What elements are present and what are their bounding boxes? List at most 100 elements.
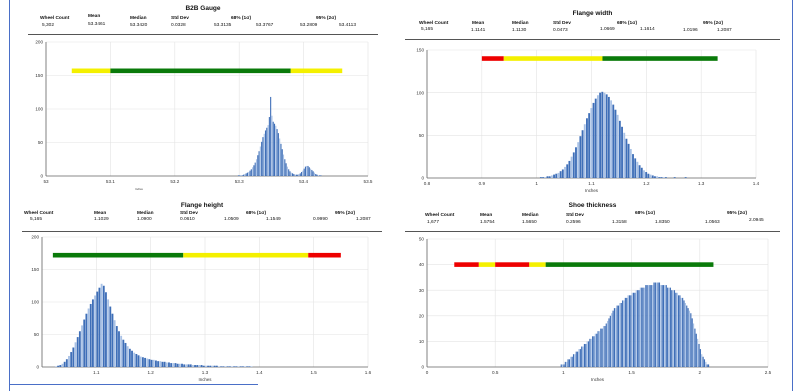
chart-title: Shoe thickness — [568, 202, 617, 209]
histogram-bar — [277, 133, 279, 176]
histogram-bar — [645, 172, 648, 178]
stat-header-median: Median — [130, 16, 147, 21]
x-axis-label: Inches — [135, 187, 143, 191]
histogram-bar — [703, 359, 706, 367]
histogram-bar — [241, 366, 244, 367]
y-tick-label: 10 — [419, 339, 425, 344]
x-tick-label: 1.2 — [643, 181, 650, 186]
histogram-bar — [187, 364, 190, 367]
stat-wheel-count: 5,165 — [30, 217, 43, 222]
histogram-bar — [257, 155, 259, 176]
stat-header-median: Median — [512, 21, 529, 26]
histogram-bar — [118, 331, 120, 367]
histogram-bar — [215, 365, 218, 367]
histogram-bar — [647, 173, 650, 178]
y-tick-label: 150 — [31, 267, 39, 272]
histogram-bar — [626, 297, 628, 367]
stat-68-low: 1.0669 — [600, 27, 615, 32]
stat-header-68: 68% (1σ) — [231, 16, 252, 21]
histogram-bar — [581, 130, 584, 178]
histogram-bar — [643, 287, 646, 367]
histogram-bar — [564, 361, 566, 367]
histogram-bar — [280, 143, 282, 176]
histogram-bar — [159, 361, 162, 367]
histogram-bar — [632, 154, 634, 178]
stat-median: 53.3420 — [130, 23, 148, 28]
stat-header-68: 68% (1σ) — [246, 211, 267, 216]
histogram-bar — [605, 323, 607, 367]
histogram-bar — [590, 338, 592, 367]
histogram-bar — [107, 299, 110, 367]
histogram-bar — [237, 366, 240, 367]
histogram-bar — [706, 364, 708, 367]
histogram-bar — [94, 295, 97, 367]
histogram-bar — [231, 366, 233, 367]
histogram-bar — [639, 287, 641, 367]
histogram-bar — [272, 121, 274, 176]
histogram-bar — [699, 349, 701, 367]
histogram-bar — [694, 328, 696, 367]
histogram-bar — [249, 170, 251, 176]
histogram-bar — [557, 172, 560, 178]
histogram-bar — [243, 174, 245, 176]
histogram-bar — [638, 165, 641, 178]
histogram-bar — [315, 173, 317, 176]
range-bar-segment-red — [481, 56, 504, 61]
range-bar-segment-yellow — [478, 262, 496, 267]
y-tick-label: 50 — [38, 140, 44, 145]
histogram-bar — [544, 177, 547, 178]
histogram-bar — [603, 92, 606, 178]
histogram-bar — [620, 303, 622, 367]
stat-header-95: 95% (2σ) — [335, 211, 356, 216]
histogram-bar — [144, 357, 146, 367]
histogram-bar — [634, 158, 637, 178]
histogram-bar — [261, 141, 263, 176]
histogram-bar — [131, 350, 133, 367]
histogram-bar — [228, 366, 231, 367]
stat-header-std-dev: Std Dev — [566, 213, 584, 218]
histogram-bar — [279, 138, 281, 176]
stat-header-68: 68% (1σ) — [617, 21, 638, 26]
histogram-bar — [319, 175, 321, 176]
histogram-bar — [281, 149, 283, 176]
histogram-bar — [285, 163, 287, 176]
frame-right-border — [792, 0, 793, 391]
chart-title: Flange height — [180, 202, 224, 209]
stats-table: Wheel Count Mean Median Std Dev 68% (1σ)… — [28, 12, 378, 35]
y-tick-label: 40 — [419, 262, 425, 267]
histogram-bar — [682, 297, 684, 367]
histogram-bar — [286, 166, 288, 176]
histogram-bar — [707, 364, 710, 367]
histogram-bar — [577, 142, 580, 178]
histogram-bar — [55, 366, 57, 367]
histogram-bar — [613, 308, 616, 367]
histogram-bar — [654, 282, 656, 367]
histogram-bar — [650, 285, 652, 367]
histogram-bar — [250, 366, 253, 367]
histogram-bar — [615, 308, 617, 367]
range-bar-segment-yellow — [529, 262, 546, 267]
stat-header-mean: Mean — [88, 14, 101, 19]
histogram-bar — [237, 175, 240, 176]
histogram-bar — [687, 308, 689, 367]
histogram-bar — [611, 313, 613, 367]
histogram-bar — [586, 118, 588, 178]
histogram-bar — [320, 175, 322, 176]
chart-panel-flange-width: Flange width Wheel Count Mean Median Std… — [405, 7, 780, 197]
histogram-bar — [198, 365, 201, 367]
histogram-bar — [683, 300, 685, 367]
histogram-bar — [302, 170, 304, 176]
histogram-bar — [672, 290, 674, 367]
y-tick-label: 150 — [35, 73, 43, 78]
histogram-bar — [207, 365, 210, 367]
stat-95-high: 1.2087 — [717, 28, 732, 33]
histogram-bar — [631, 292, 633, 367]
histogram-bar — [601, 91, 604, 178]
histogram-bar — [654, 176, 656, 178]
histogram-bar — [248, 171, 250, 176]
histogram-bar — [624, 297, 626, 367]
x-tick-label: 1.3 — [202, 370, 209, 375]
histogram-bar — [298, 173, 300, 176]
histogram-bar — [575, 147, 577, 178]
histogram-bar — [284, 159, 286, 176]
